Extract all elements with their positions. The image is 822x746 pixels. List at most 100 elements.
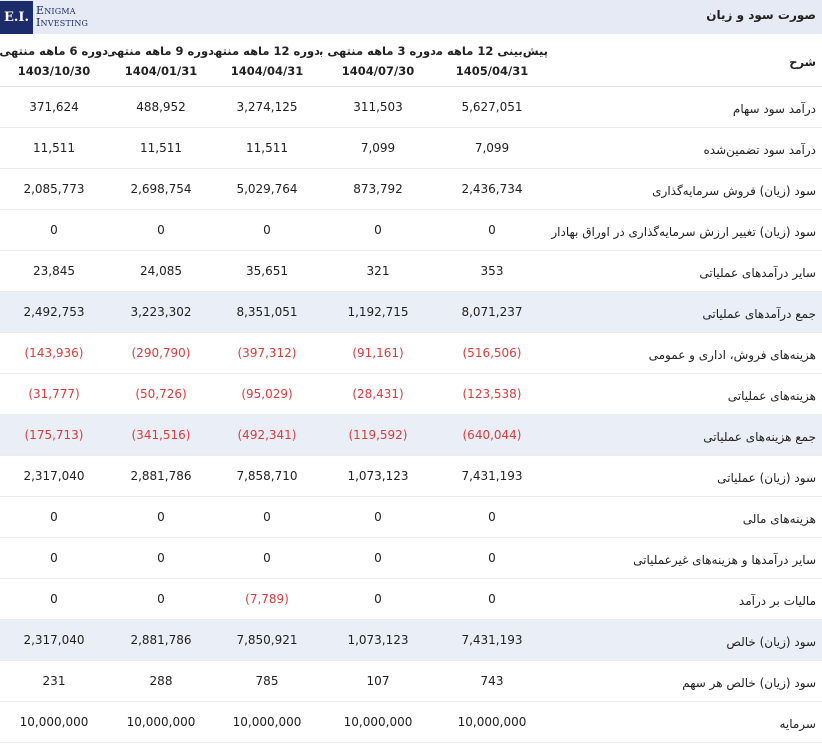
table-cell: 7,431,193 <box>461 469 523 483</box>
table-cell: 24,085 <box>140 264 182 278</box>
row-label: درآمد سود تضمین‌شده <box>703 143 816 157</box>
table-cell: 0 <box>263 510 271 524</box>
table-cell: (516,506) <box>462 346 522 360</box>
table-cell: 7,858,710 <box>236 469 298 483</box>
row-label: سود (زیان) فروش سرمایه‌گذاری <box>652 184 816 198</box>
row-label: سود (زیان) تغییر ارزش سرمایه‌گذاری در او… <box>551 225 816 239</box>
column-header: دوره 9 ماهه منتهی به 1404/01/31 <box>108 44 214 78</box>
table-cell: 1,073,123 <box>347 469 409 483</box>
row-label: سایر درآمدها و هزینه‌های غیرعملیاتی <box>633 553 816 567</box>
table-row: (31,777) (50,726) (95,029) (28,431) (123,538… <box>0 374 822 415</box>
brand-logo: E.I. Enigma Investing <box>0 0 108 34</box>
table-row: 231 288 785 107 743 سود (زیان) خالص هر سهم <box>0 661 822 702</box>
brand-text: Enigma Investing <box>36 5 88 29</box>
table-cell: (95,029) <box>241 387 293 401</box>
table-cell: 0 <box>50 223 58 237</box>
table-cell: 2,698,754 <box>130 182 192 196</box>
brand-line2: Investing <box>36 16 89 29</box>
table-row: 2,317,040 2,881,786 7,858,710 1,073,123 7,43… <box>0 456 822 497</box>
table-cell: 2,436,734 <box>461 182 523 196</box>
table-cell: 7,099 <box>474 141 510 155</box>
table-cell: (143,936) <box>24 346 84 360</box>
table-cell: (341,516) <box>131 428 191 442</box>
table-row: 371,624 488,952 3,274,125 311,503 5,627,051 د… <box>0 87 822 128</box>
table-cell: (492,341) <box>237 428 297 442</box>
table-cell: 35,651 <box>246 264 288 278</box>
table-cell: 1,073,123 <box>347 633 409 647</box>
table-cell: 5,627,051 <box>461 100 523 114</box>
table-cell: 7,099 <box>360 141 396 155</box>
table-cell: 488,952 <box>136 100 186 114</box>
table-cell: 3,223,302 <box>130 305 192 319</box>
table-cell: 10,000,000 <box>457 715 527 729</box>
page-title: صورت سود و زیان <box>706 8 816 22</box>
table-cell: 2,317,040 <box>23 633 85 647</box>
column-header: پیش‌بینی 12 ماهه منتهی به 1405/04/31 <box>436 44 548 78</box>
table-cell: 0 <box>157 592 165 606</box>
row-label: مالیات بر درآمد <box>738 594 816 608</box>
table-header: دوره 6 ماهه منتهی به 1403/10/30 دوره 9 م… <box>0 34 822 87</box>
table-cell: 10,000,000 <box>126 715 196 729</box>
table-cell: 0 <box>263 551 271 565</box>
column-header: دوره 12 ماهه منتهی به 1404/04/31 <box>214 44 320 78</box>
table-cell: 353 <box>480 264 504 278</box>
table-cell: 0 <box>488 510 496 524</box>
table-cell: 0 <box>374 223 382 237</box>
table-cell: 2,085,773 <box>23 182 85 196</box>
table-cell: 2,317,040 <box>23 469 85 483</box>
table-cell: (397,312) <box>237 346 297 360</box>
table-row: 0 0 0 0 0 سود (زیان) تغییر ارزش سرمایه‌گذاری … <box>0 210 822 251</box>
table-row: 10,000,000 10,000,000 10,000,000 10,000,000… <box>0 702 822 743</box>
table-cell: 8,351,051 <box>236 305 298 319</box>
table-cell: 5,029,764 <box>236 182 298 196</box>
table-row: 0 0 (7,789) 0 0 مالیات بر درآمد <box>0 579 822 620</box>
table-cell: 11,511 <box>33 141 75 155</box>
table-cell: 0 <box>50 592 58 606</box>
table-cell: (28,431) <box>352 387 404 401</box>
column-header: دوره 3 ماهه منتهی به 1404/07/30 <box>320 44 436 78</box>
table-cell: 321 <box>366 264 390 278</box>
brand-mark: E.I. <box>0 0 33 34</box>
table-row: 2,317,040 2,881,786 7,850,921 1,073,123 7,43… <box>0 620 822 661</box>
table-cell: (31,777) <box>28 387 80 401</box>
table-cell: 3,274,125 <box>236 100 298 114</box>
table-cell: 288 <box>149 674 173 688</box>
table-cell: (7,789) <box>245 592 289 606</box>
table-cell: 0 <box>488 592 496 606</box>
row-label: جمع هزینه‌های عملیاتی <box>703 430 816 444</box>
column-header: دوره 6 ماهه منتهی به 1403/10/30 <box>0 44 108 78</box>
table-cell: 2,492,753 <box>23 305 85 319</box>
table-cell: 2,881,786 <box>130 469 192 483</box>
table-cell: 873,792 <box>353 182 403 196</box>
table-cell: (175,713) <box>24 428 84 442</box>
table-cell: 0 <box>157 223 165 237</box>
table-cell: 0 <box>374 510 382 524</box>
table-cell: 0 <box>50 551 58 565</box>
table-cell: 0 <box>488 551 496 565</box>
table-cell: 0 <box>157 551 165 565</box>
table-cell: 0 <box>157 510 165 524</box>
table-row: 0 0 0 0 0 هزینه‌های مالی <box>0 497 822 538</box>
row-label: سود (زیان) خالص <box>726 635 816 649</box>
table-row: 0 0 0 0 0 سایر درآمدها و هزینه‌های غیرعملیاتی <box>0 538 822 579</box>
table-row: 2,085,773 2,698,754 5,029,764 873,792 2,436,… <box>0 169 822 210</box>
row-label: سرمایه <box>779 717 816 731</box>
table-row: 2,492,753 3,223,302 8,351,051 1,192,715 8,07… <box>0 292 822 333</box>
table-cell: 10,000,000 <box>232 715 302 729</box>
table-cell: (91,161) <box>352 346 404 360</box>
table-cell: 743 <box>480 674 504 688</box>
table-row: (175,713) (341,516) (492,341) (119,592) (640… <box>0 415 822 456</box>
table-cell: 8,071,237 <box>461 305 523 319</box>
table-cell: 371,624 <box>29 100 79 114</box>
table-cell: 11,511 <box>246 141 288 155</box>
table-cell: 7,850,921 <box>236 633 298 647</box>
table-cell: 785 <box>255 674 279 688</box>
table-cell: (119,592) <box>348 428 408 442</box>
table-row: 11,511 11,511 11,511 7,099 7,099 درآمد سود تض… <box>0 128 822 169</box>
table-cell: 0 <box>50 510 58 524</box>
row-label: سایر درآمدهای عملیاتی <box>699 266 816 280</box>
table-row: 23,845 24,085 35,651 321 353 سایر درآمدهای عم… <box>0 251 822 292</box>
table-cell: 231 <box>42 674 66 688</box>
brand-line1: Enigma <box>36 4 76 17</box>
table-body: 371,624 488,952 3,274,125 311,503 5,627,051 د… <box>0 87 822 743</box>
